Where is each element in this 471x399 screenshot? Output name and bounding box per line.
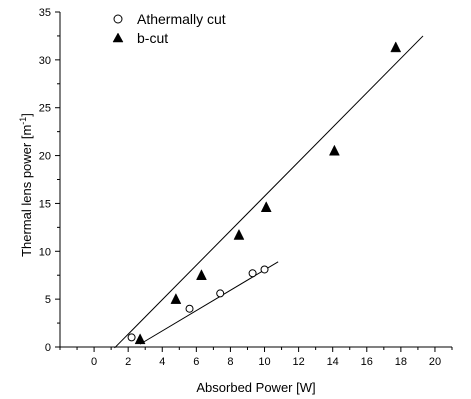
data-point-athermally-cut — [216, 289, 225, 298]
markers — [127, 41, 402, 345]
x-tick-label: 4 — [159, 356, 165, 368]
y-axis-title-main: Thermal lens power [m — [19, 125, 34, 257]
y-tick-label: 20 — [39, 151, 51, 163]
x-tick-label: 14 — [327, 356, 339, 368]
legend-marker-b-cut — [112, 32, 124, 43]
data-point-b-cut — [233, 228, 245, 240]
y-tick-label: 10 — [39, 246, 51, 258]
y-tick-label: 15 — [39, 198, 51, 210]
data-point-athermally-cut — [260, 265, 269, 274]
x-axis-title: Absorbed Power [W] — [196, 380, 315, 395]
x-tick-label: 16 — [361, 356, 373, 368]
y-axis-title-superscript: -1 — [18, 117, 28, 125]
fit-line-b-cut — [114, 35, 424, 349]
data-point-b-cut — [134, 333, 146, 345]
x-tick-label: 0 — [91, 356, 97, 368]
legend-label-athermally-cut: Athermally cut — [137, 11, 226, 27]
fit-line-athermally-cut — [139, 261, 279, 345]
x-tick-label: 20 — [429, 356, 441, 368]
legend-label-b-cut: b-cut — [137, 30, 168, 46]
x-tick-label: 12 — [292, 356, 304, 368]
data-point-b-cut — [390, 41, 402, 53]
x-tick-label: 18 — [395, 356, 407, 368]
legend-marker-athermally-cut — [113, 14, 123, 24]
data-point-b-cut — [328, 144, 340, 156]
data-point-athermally-cut — [248, 269, 257, 278]
data-point-b-cut — [260, 201, 272, 213]
fit-lines — [114, 35, 424, 349]
legend: Athermally cut b-cut — [112, 11, 226, 46]
data-point-athermally-cut — [127, 333, 136, 342]
data-point-athermally-cut — [185, 304, 194, 313]
y-axis-title-suffix: ] — [19, 113, 34, 117]
data-point-b-cut — [196, 269, 207, 280]
y-tick-label: 0 — [45, 342, 51, 354]
ticks: 0 2 4 6 8 10 12 14 16 18 20 0 5 10 15 20 25 30 35 — [39, 7, 453, 368]
y-tick-label: 25 — [39, 103, 51, 115]
y-tick-label: 35 — [39, 7, 51, 19]
x-tick-label: 6 — [193, 356, 199, 368]
y-tick-label: 30 — [39, 55, 51, 67]
y-axis-title: Thermal lens power [m-1] — [18, 113, 34, 257]
x-tick-label: 10 — [258, 356, 270, 368]
data-point-b-cut — [170, 293, 182, 304]
y-tick-label: 5 — [45, 294, 51, 306]
x-tick-label: 8 — [227, 356, 233, 368]
x-tick-label: 2 — [125, 356, 131, 368]
axes — [59, 12, 452, 348]
